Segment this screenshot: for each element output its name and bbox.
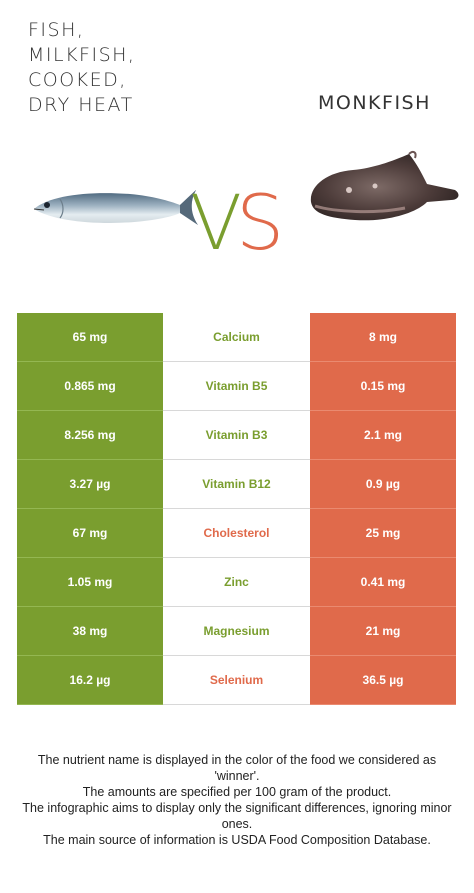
milkfish-image bbox=[33, 190, 198, 225]
left-value: 3.27 µg bbox=[17, 460, 163, 509]
right-value: 0.15 mg bbox=[310, 362, 456, 411]
left-title-line-4: DRY HEAT bbox=[28, 94, 134, 116]
left-title-line-1: FISH, bbox=[28, 19, 85, 41]
nutrient-name: Vitamin B3 bbox=[163, 411, 310, 460]
left-food-title: FISH, MILKFISH, COOKED, DRY HEAT bbox=[28, 18, 208, 118]
right-value: 0.41 mg bbox=[310, 558, 456, 607]
left-value: 38 mg bbox=[17, 607, 163, 656]
left-value: 1.05 mg bbox=[17, 558, 163, 607]
footer-line: The amounts are specified per 100 gram o… bbox=[82, 785, 392, 799]
nutrient-name: Magnesium bbox=[163, 607, 310, 656]
table-row: 3.27 µg Vitamin B12 0.9 µg bbox=[17, 460, 456, 509]
left-value: 16.2 µg bbox=[17, 656, 163, 705]
footer-line: The infographic aims to display only the… bbox=[22, 801, 452, 831]
table-row: 0.865 mg Vitamin B5 0.15 mg bbox=[17, 362, 456, 411]
left-value: 8.256 mg bbox=[17, 411, 163, 460]
versus-mark: VS bbox=[190, 183, 284, 263]
left-title-line-3: COOKED, bbox=[28, 69, 127, 91]
table-row: 16.2 µg Selenium 36.5 µg bbox=[17, 656, 456, 705]
nutrient-name: Zinc bbox=[163, 558, 310, 607]
versus-s: S bbox=[236, 178, 285, 267]
footer-line: The main source of information is USDA F… bbox=[43, 833, 431, 847]
nutrient-name: Vitamin B12 bbox=[163, 460, 310, 509]
table-row: 1.05 mg Zinc 0.41 mg bbox=[17, 558, 456, 607]
nutrient-comparison-table: 65 mg Calcium 8 mg 0.865 mg Vitamin B5 0… bbox=[17, 313, 456, 705]
nutrient-name: Cholesterol bbox=[163, 509, 310, 558]
right-value: 2.1 mg bbox=[310, 411, 456, 460]
table-row: 8.256 mg Vitamin B3 2.1 mg bbox=[17, 411, 456, 460]
table-row: 38 mg Magnesium 21 mg bbox=[17, 607, 456, 656]
right-value: 36.5 µg bbox=[310, 656, 456, 705]
left-value: 0.865 mg bbox=[17, 362, 163, 411]
right-value: 0.9 µg bbox=[310, 460, 456, 509]
nutrient-name: Vitamin B5 bbox=[163, 362, 310, 411]
versus-v: V bbox=[190, 178, 242, 267]
left-value: 65 mg bbox=[17, 313, 163, 362]
footer-notes: The nutrient name is displayed in the co… bbox=[20, 752, 454, 848]
nutrient-name: Calcium bbox=[163, 313, 310, 362]
nutrient-name: Selenium bbox=[163, 656, 310, 705]
right-value: 21 mg bbox=[310, 607, 456, 656]
left-title-line-2: MILKFISH, bbox=[28, 44, 136, 66]
left-value: 67 mg bbox=[17, 509, 163, 558]
right-food-title: MONKFISH bbox=[318, 92, 431, 114]
table-row: 65 mg Calcium 8 mg bbox=[17, 313, 456, 362]
footer-line: The nutrient name is displayed in the co… bbox=[37, 753, 437, 783]
right-value: 25 mg bbox=[310, 509, 456, 558]
right-value: 8 mg bbox=[310, 313, 456, 362]
monkfish-image bbox=[310, 150, 459, 221]
table-row: 67 mg Cholesterol 25 mg bbox=[17, 509, 456, 558]
